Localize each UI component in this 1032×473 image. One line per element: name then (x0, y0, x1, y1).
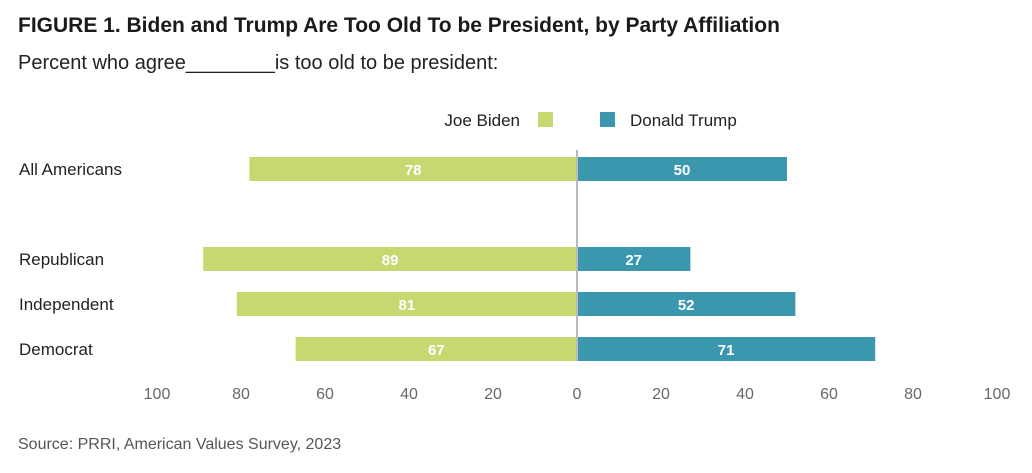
category-label: Independent (19, 295, 114, 314)
chart-subtitle: Percent who agree________is too old to b… (18, 52, 499, 74)
bar-trump (577, 292, 796, 316)
data-label-trump: 50 (674, 162, 691, 179)
bar-trump (577, 157, 787, 181)
chart-title: FIGURE 1. Biden and Trump Are Too Old To… (18, 14, 780, 37)
legend-label-trump: Donald Trump (630, 111, 737, 130)
bar-biden (295, 337, 577, 361)
data-label-biden: 67 (428, 342, 445, 359)
bars-layer: 78 50 89 27 81 52 67 71 (203, 150, 876, 361)
source-note: Source: PRRI, American Values Survey, 20… (18, 436, 342, 453)
legend-swatch-trump (600, 112, 615, 127)
x-tick-label: 20 (484, 386, 502, 403)
x-tick-label: 40 (400, 386, 418, 403)
bar-biden (236, 292, 578, 316)
data-label-trump: 52 (678, 297, 695, 314)
bar-trump (577, 337, 876, 361)
legend: Joe Biden Donald Trump (444, 111, 736, 130)
category-labels: All Americans Republican Independent Democr… (19, 160, 122, 359)
category-label: Republican (19, 250, 104, 269)
data-label-biden: 89 (382, 252, 399, 269)
data-label-biden: 81 (399, 297, 416, 314)
x-tick-label: 40 (736, 386, 754, 403)
category-label: All Americans (19, 160, 122, 179)
bar-biden (249, 157, 577, 181)
data-label-trump: 71 (718, 342, 735, 359)
x-tick-label: 60 (820, 386, 838, 403)
legend-label-biden: Joe Biden (444, 111, 520, 130)
legend-swatch-biden (538, 112, 553, 127)
x-tick-label: 100 (984, 386, 1011, 403)
x-tick-label: 80 (232, 386, 250, 403)
x-axis-ticks: 100 80 60 40 20 0 20 40 60 80 100 (144, 386, 1011, 403)
x-tick-label: 100 (144, 386, 171, 403)
x-tick-label: 80 (904, 386, 922, 403)
x-tick-label: 20 (652, 386, 670, 403)
category-label: Democrat (19, 340, 93, 359)
bar-biden (203, 247, 577, 271)
data-label-biden: 78 (405, 162, 422, 179)
x-tick-label: 0 (573, 386, 582, 403)
bar-trump (577, 247, 691, 271)
x-tick-label: 60 (316, 386, 334, 403)
data-label-trump: 27 (625, 252, 642, 269)
